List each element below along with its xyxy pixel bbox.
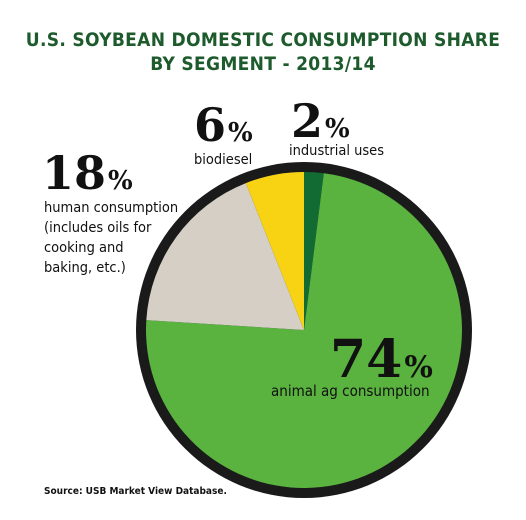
pie-slice-3 — [245, 172, 304, 330]
animal-percent: 74% — [330, 334, 433, 386]
chart-title-line-1: U.S. SOYBEAN DOMESTIC CONSUMPTION SHARE — [25, 29, 501, 51]
human-percent-sign: % — [108, 166, 133, 196]
human-label: human consumption (includes oils for coo… — [44, 198, 178, 278]
human-label-line-2: (includes oils for — [44, 220, 152, 236]
pie-slice-0 — [304, 172, 324, 330]
human-label-line-1: human consumption — [44, 200, 179, 216]
biodiesel-percent: 6% — [194, 102, 253, 148]
biodiesel-percent-number: 6 — [194, 98, 227, 152]
animal-percent-number: 74 — [330, 329, 403, 390]
pie-slice-2 — [146, 183, 304, 330]
human-percent: 18% — [42, 150, 133, 196]
industrial-label: industrial uses — [289, 143, 384, 159]
source-note: Source: USB Market View Database. — [44, 486, 227, 497]
industrial-percent-sign: % — [325, 114, 350, 144]
biodiesel-label: biodiesel — [194, 152, 253, 168]
pie-slice-1 — [146, 173, 463, 489]
biodiesel-percent-sign: % — [228, 118, 253, 148]
human-label-line-4: baking, etc.) — [44, 260, 126, 276]
industrial-percent-number: 2 — [291, 94, 324, 148]
industrial-percent: 2% — [291, 98, 350, 144]
chart-title: U.S. SOYBEAN DOMESTIC CONSUMPTION SHARE … — [0, 28, 526, 76]
chart-title-line-2: BY SEGMENT - 2013/14 — [150, 53, 376, 75]
human-percent-number: 18 — [42, 146, 107, 200]
animal-label: animal ag consumption — [271, 382, 430, 400]
animal-percent-sign: % — [404, 350, 433, 385]
human-label-line-3: cooking and — [44, 240, 124, 256]
